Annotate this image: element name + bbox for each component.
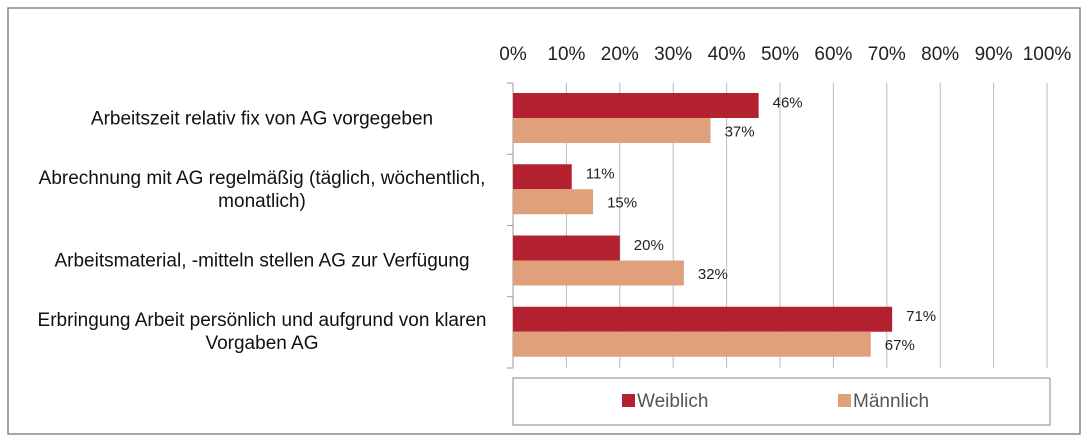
data-label: 15% <box>607 195 637 212</box>
x-tick-label: 80% <box>921 44 959 65</box>
x-tick-label: 70% <box>868 44 906 65</box>
data-label: 71% <box>906 308 936 325</box>
category-label: Abrechnung mit AG regelmäßig (täglich, w… <box>38 167 486 212</box>
x-tick-label: 90% <box>975 44 1013 65</box>
data-label: 67% <box>885 337 915 354</box>
bar <box>513 164 572 190</box>
legend-swatch <box>838 394 851 407</box>
x-tick-label: 100% <box>1023 44 1072 65</box>
x-tick-label: 40% <box>708 44 746 65</box>
legend-label: Weiblich <box>637 391 708 412</box>
data-label: 11% <box>586 166 615 183</box>
x-tick-label: 50% <box>761 44 799 65</box>
bar <box>513 235 620 261</box>
bar <box>513 260 684 286</box>
bar <box>513 306 893 332</box>
chart-border <box>7 7 1081 435</box>
category-label: Erbringung Arbeit persönlich und aufgrun… <box>37 310 487 355</box>
x-tick-label: 20% <box>601 44 639 65</box>
legend-label: Männlich <box>853 391 929 412</box>
data-label: 46% <box>773 94 803 111</box>
category-label: Arbeitszeit relativ fix von AG vorgegebe… <box>90 108 434 130</box>
legend-box <box>512 377 1051 426</box>
bar <box>513 331 871 357</box>
legend-swatch <box>622 394 635 407</box>
x-tick-label: 60% <box>814 44 852 65</box>
data-label: 32% <box>698 266 728 283</box>
data-label: 20% <box>634 237 664 254</box>
x-tick-label: 10% <box>547 44 585 65</box>
x-tick-label: 30% <box>654 44 692 65</box>
x-tick-label: 0% <box>499 44 527 65</box>
bar <box>513 93 759 118</box>
category-label: Arbeitsmaterial, -mitteln stellen AG zur… <box>54 250 470 272</box>
data-label: 37% <box>725 123 755 140</box>
bar <box>513 189 594 215</box>
bar <box>513 118 711 143</box>
